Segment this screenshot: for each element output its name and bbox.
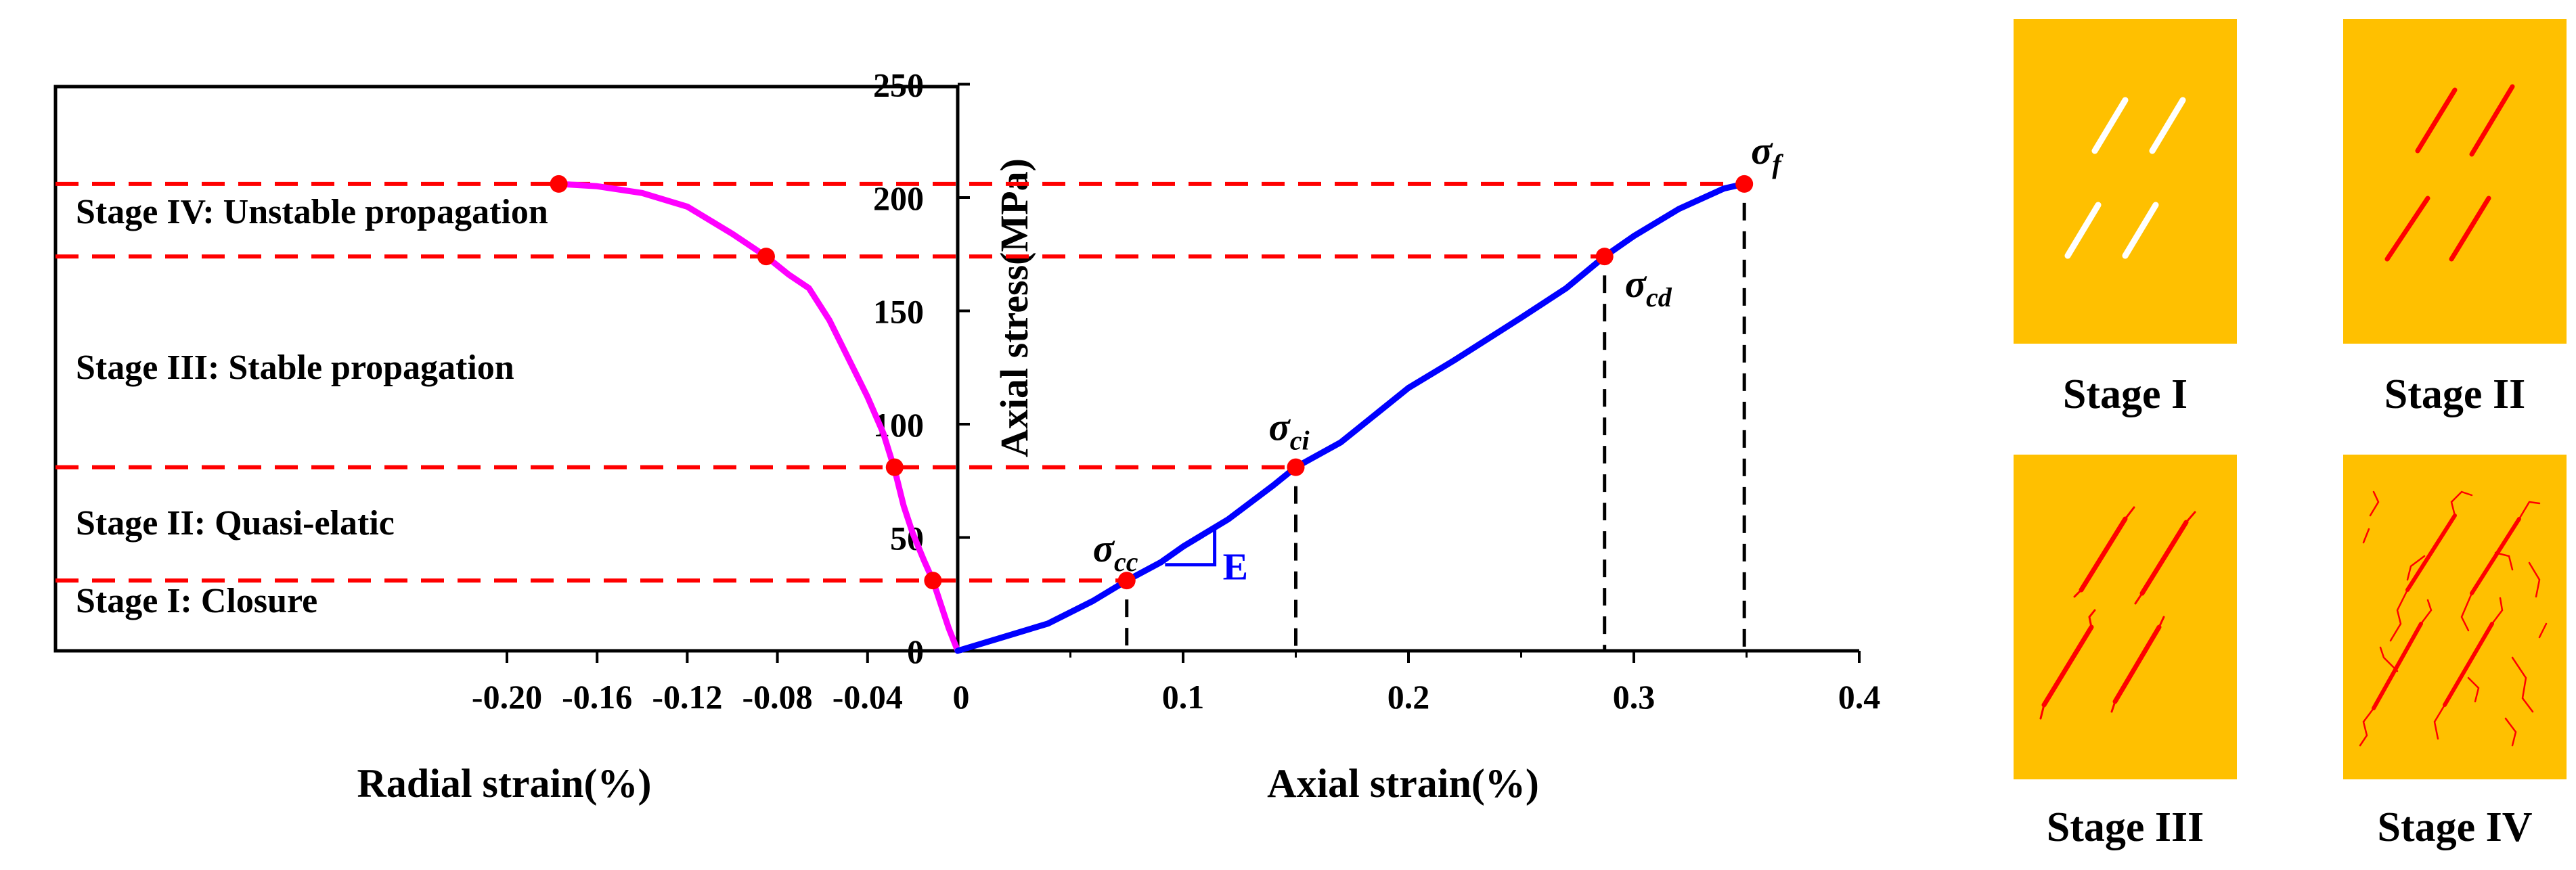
- stage-1-cracks: [2064, 97, 2186, 259]
- marker-radial-f: [550, 175, 568, 193]
- x-left-tick-label: -0.12: [652, 678, 722, 716]
- sigma-subscript: f: [1772, 149, 1783, 179]
- marker-axial-ci: [1287, 458, 1305, 476]
- x-right-tick-label: 0.1: [1162, 678, 1205, 716]
- x-right-tick-label: 0: [953, 678, 970, 716]
- stage-3-label: Stage III: [2046, 804, 2204, 850]
- modulus-label: E: [1223, 547, 1248, 589]
- stage-4-panel: [2343, 455, 2567, 779]
- stage-2-panel: [2343, 19, 2567, 344]
- stage-2-label: Stage II: [2384, 371, 2526, 417]
- stage-4-cracks: [2359, 490, 2548, 747]
- modulus-triangle: [1165, 528, 1217, 567]
- x-axis-label-right: Axial strain(%): [1267, 761, 1539, 806]
- stage-2-cracks: [2384, 84, 2515, 262]
- stage-label-f: Stage IV: Unstable propagation: [76, 193, 548, 231]
- x-left-tick-label: -0.04: [832, 678, 903, 716]
- stage-4-label: Stage IV: [2377, 804, 2533, 850]
- sigma-label-cd: σcd: [1625, 262, 1672, 313]
- y-axis-label: Axial stress(MPa): [992, 158, 1036, 457]
- marker-radial-ci: [885, 458, 904, 476]
- stage-1-panel: [2014, 19, 2237, 344]
- sigma-subscript: cc: [1114, 547, 1138, 577]
- x-right-tick-label: 0.4: [1838, 678, 1881, 716]
- stage-label-ci: Stage II: Quasi-elatic: [76, 504, 395, 543]
- marker-axial-cd: [1595, 248, 1614, 266]
- x-left-tick-label: -0.16: [562, 678, 632, 716]
- y-tick-label-0: 0: [907, 633, 924, 670]
- x-right-tick-label: 0.3: [1613, 678, 1656, 716]
- sigma-subscript: ci: [1290, 426, 1310, 456]
- sigma-subscript: cd: [1646, 282, 1672, 313]
- marker-axial-cc: [1117, 572, 1136, 590]
- y-tick-label-150: 150: [873, 293, 924, 331]
- stage-label-cd: Stage III: Stable propagation: [76, 348, 514, 387]
- axial-strain-curve: [954, 181, 1748, 654]
- sigma-symbol: σ: [1269, 405, 1291, 449]
- stage-1-label: Stage I: [2062, 371, 2188, 417]
- x-right-tick-label: 0.2: [1387, 678, 1430, 716]
- sigma-label-f: σf: [1751, 129, 1783, 179]
- marker-radial-cd: [757, 248, 775, 266]
- x-axis-label-left: Radial strain(%): [357, 761, 652, 806]
- stage-3-panel: [2014, 455, 2237, 779]
- sigma-label-ci: σci: [1269, 405, 1310, 456]
- x-left-tick-label: -0.20: [472, 678, 542, 716]
- stage-3-cracks: [2039, 506, 2196, 720]
- x-left-tick-label: -0.08: [742, 678, 813, 716]
- sigma-symbol: σ: [1625, 262, 1647, 306]
- marker-radial-cc: [924, 572, 942, 590]
- y-tick-label-250: 250: [873, 66, 924, 104]
- marker-axial-f: [1735, 175, 1754, 193]
- sigma-symbol: σ: [1093, 526, 1115, 570]
- sigma-label-cc: σcc: [1093, 526, 1138, 577]
- sigma-symbol: σ: [1751, 129, 1773, 173]
- stage-label-cc: Stage I: Closure: [76, 582, 317, 620]
